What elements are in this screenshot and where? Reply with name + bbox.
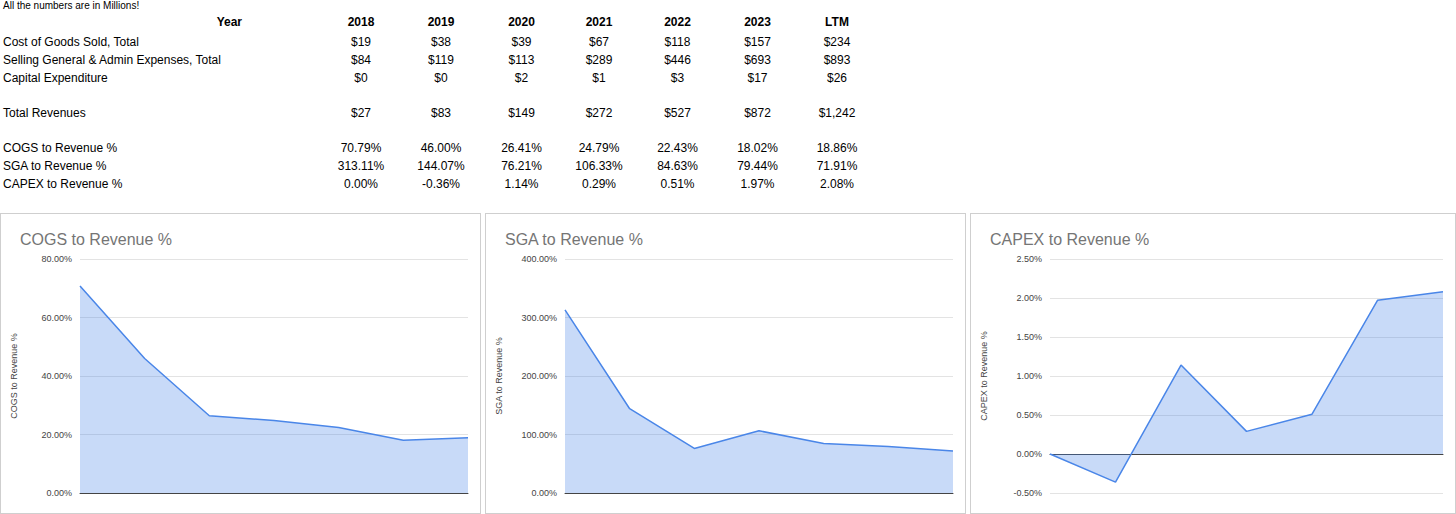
svg-text:40.00%: 40.00% (41, 371, 72, 381)
svg-text:100.00%: 100.00% (521, 430, 557, 440)
svg-text:2.00%: 2.00% (1016, 293, 1042, 303)
html-text:76.21%: 76.21% (501, 159, 542, 173)
html-text:144.07%: 144.07% (417, 159, 465, 173)
html-text:SGA to Revenue %: SGA to Revenue % (3, 159, 107, 173)
svg-text:0.00%: 0.00% (531, 488, 557, 498)
html-text:$17: $17 (747, 71, 768, 85)
svg-text:COGS to Revenue %: COGS to Revenue % (9, 333, 19, 419)
html-text:$234: $234 (823, 35, 851, 49)
html-text:26.41%: 26.41% (501, 141, 542, 155)
html-text:2018: 2018 (347, 15, 375, 29)
svg-text:400.00%: 400.00% (521, 254, 557, 264)
html-text:$38: $38 (431, 35, 451, 49)
html-text:2023: 2023 (744, 15, 771, 29)
html-text:$157: $157 (744, 35, 771, 49)
html-text:22.43%: 22.43% (657, 141, 698, 155)
svg-text:80.00%: 80.00% (41, 254, 72, 264)
html-text:CAPEX to Revenue %: CAPEX to Revenue % (3, 177, 123, 191)
html-text:Total Revenues: Total Revenues (3, 106, 86, 120)
html-text:$446: $446 (664, 53, 691, 67)
html-text:$67: $67 (589, 35, 609, 49)
html-text:2021: 2021 (585, 15, 613, 29)
html-text:$19: $19 (351, 35, 371, 49)
svg-text:0.50%: 0.50% (1016, 410, 1042, 420)
html-text:$3: $3 (670, 71, 685, 85)
svg-text:60.00%: 60.00% (41, 313, 72, 323)
html-text:$39: $39 (511, 35, 532, 49)
html-text:2020: 2020 (508, 15, 535, 29)
svg-text:1.00%: 1.00% (1016, 371, 1042, 381)
html-text:$0: $0 (434, 71, 448, 85)
html-text:LTM: LTM (825, 15, 849, 29)
html-text:$693: $693 (744, 53, 771, 67)
html-text:$872: $872 (744, 106, 771, 120)
html-text:$27: $27 (351, 106, 371, 120)
html-text:$1,242: $1,242 (818, 106, 856, 120)
html-text:70.79%: 70.79% (340, 141, 382, 155)
html-text:$84: $84 (351, 53, 371, 67)
html-text:24.79%: 24.79% (578, 141, 620, 155)
html-text:$113: $113 (508, 53, 535, 67)
html-text:$0: $0 (354, 71, 368, 85)
html-text:84.63%: 84.63% (657, 159, 698, 173)
html-text:46.00%: 46.00% (420, 141, 462, 155)
svg-text:20.00%: 20.00% (41, 430, 72, 440)
svg-text:-0.50%: -0.50% (1013, 488, 1042, 498)
html-text:0.51%: 0.51% (660, 177, 695, 191)
html-text:-0.36%: -0.36% (422, 177, 460, 191)
svg-text:CAPEX to Revenue %: CAPEX to Revenue % (990, 231, 1149, 248)
html-text:79.44%: 79.44% (737, 159, 778, 173)
svg-text:200.00%: 200.00% (521, 371, 557, 381)
html-text:$118: $118 (664, 35, 691, 49)
html-text:$272: $272 (585, 106, 613, 120)
html-text:$149: $149 (508, 106, 535, 120)
html-text:$1: $1 (592, 71, 606, 85)
svg-text:0.00%: 0.00% (46, 488, 72, 498)
html-text:$26: $26 (827, 71, 847, 85)
html-text:Selling General & Admin Expens: Selling General & Admin Expenses, Total (3, 53, 221, 67)
html-text:0.00%: 0.00% (344, 177, 378, 191)
svg-text:COGS to Revenue %: COGS to Revenue % (20, 231, 172, 248)
svg-text:SGA to Revenue %: SGA to Revenue % (505, 231, 643, 248)
svg-text:SGA to Revenue %: SGA to Revenue % (494, 337, 504, 415)
svg-text:CAPEX to Revenue %: CAPEX to Revenue % (979, 331, 989, 421)
html-text:2019: 2019 (427, 15, 455, 29)
html-text:2.08%: 2.08% (820, 177, 854, 191)
html-text:Capital Expenditure: Capital Expenditure (3, 71, 108, 85)
html-text:18.86%: 18.86% (816, 141, 858, 155)
html-text:1.97%: 1.97% (740, 177, 775, 191)
html-text:$289: $289 (585, 53, 613, 67)
html-text:All the numbers are in Million: All the numbers are in Millions! (3, 0, 140, 11)
html-text:$893: $893 (823, 53, 851, 67)
html-text:313.11%: 313.11% (337, 159, 385, 173)
html-text:71.91%: 71.91% (816, 159, 858, 173)
svg-text:1.50%: 1.50% (1016, 332, 1042, 342)
html-text:$527: $527 (664, 106, 691, 120)
svg-text:0.00%: 0.00% (1016, 449, 1042, 459)
html-text:2022: 2022 (664, 15, 691, 29)
svg-text:2.50%: 2.50% (1016, 254, 1042, 264)
html-text:0.29%: 0.29% (582, 177, 616, 191)
html-text:$83: $83 (431, 106, 451, 120)
html-text:Year: Year (216, 15, 242, 29)
html-text:$119: $119 (428, 53, 454, 67)
html-text:1.14%: 1.14% (504, 177, 539, 191)
html-text:18.02%: 18.02% (737, 141, 778, 155)
html-text:$2: $2 (514, 71, 529, 85)
html-text:106.33%: 106.33% (575, 159, 623, 173)
html-text:COGS to Revenue %: COGS to Revenue % (3, 141, 118, 155)
svg-text:300.00%: 300.00% (521, 313, 557, 323)
html-text:Cost of Goods Sold, Total: Cost of Goods Sold, Total (3, 35, 139, 49)
